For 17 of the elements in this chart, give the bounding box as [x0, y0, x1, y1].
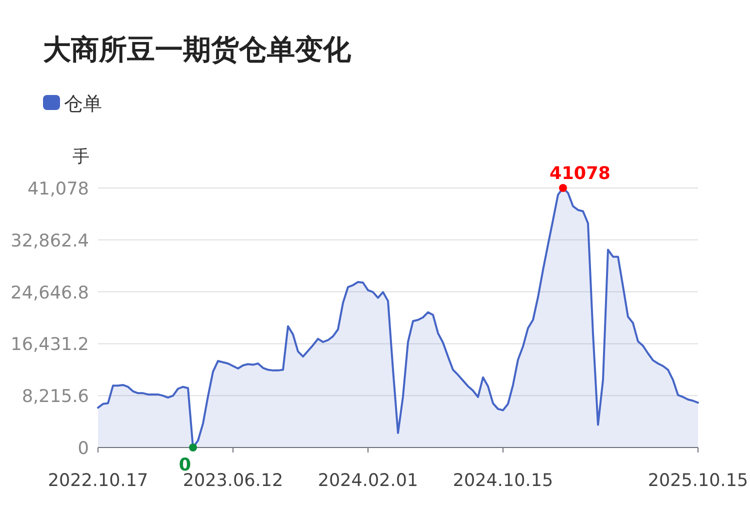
x-tick-label: 2025.10.15 — [648, 471, 748, 491]
x-tick-label: 2024.10.15 — [452, 471, 554, 491]
y-tick-label: 8,215.6 — [22, 387, 89, 408]
legend-label: 仓单 — [64, 93, 102, 115]
legend: 仓单 — [43, 93, 102, 115]
x-tick-label: 2024.02.01 — [318, 471, 418, 491]
value-label: 41078 — [550, 164, 610, 192]
x-tick-label: 2023.06.12 — [182, 471, 284, 491]
y-tick-label: 41,078 — [27, 180, 89, 200]
x-tick-label: 2022.10.17 — [48, 471, 148, 491]
y-tick-label: 32,862.4 — [10, 231, 89, 252]
ylabel: 手 — [72, 147, 90, 167]
title: 大商所豆一期货仓单变化 — [43, 33, 351, 66]
y-tick-label: 16,431.2 — [10, 335, 89, 356]
y-tick-label: 24,646.8 — [10, 283, 89, 304]
data-label: 41078 — [550, 164, 610, 184]
y-tick-label: 0 — [78, 439, 89, 459]
